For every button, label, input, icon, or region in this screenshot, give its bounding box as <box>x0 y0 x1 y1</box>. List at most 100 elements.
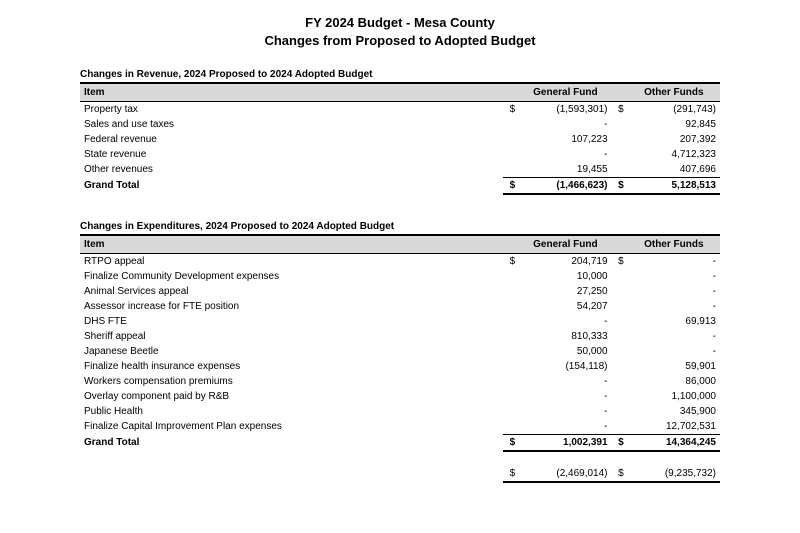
row-item: Assessor increase for FTE position <box>80 299 503 314</box>
table-row: Overlay component paid by R&B - 1,100,000 <box>80 389 720 404</box>
revenue-header-row: Item General Fund Other Funds <box>80 83 720 102</box>
dollar-sign <box>612 314 628 329</box>
row-of: 345,900 <box>628 404 720 419</box>
dollar-sign <box>612 117 628 132</box>
row-item: Sales and use taxes <box>80 117 503 132</box>
row-gf: 19,455 <box>519 162 611 178</box>
table-row: Japanese Beetle50,000- <box>80 344 720 359</box>
dollar-sign: $ <box>503 102 519 118</box>
dollar-sign: $ <box>612 102 628 118</box>
dollar-sign <box>503 299 519 314</box>
row-item: Animal Services appeal <box>80 284 503 299</box>
table-row: Finalize health insurance expenses(154,1… <box>80 359 720 374</box>
col-of-header: Other Funds <box>628 83 720 102</box>
dollar-sign: $ <box>612 466 628 482</box>
table-row: Workers compensation premiums-86,000 <box>80 374 720 389</box>
table-row: RTPO appeal$204,719$- <box>80 254 720 270</box>
col-item-header: Item <box>80 235 503 254</box>
dollar-sign <box>612 404 628 419</box>
row-of: - <box>628 269 720 284</box>
row-of: 92,845 <box>628 117 720 132</box>
dollar-sign <box>503 284 519 299</box>
row-gf: (154,118) <box>519 359 611 374</box>
col-gf-header: General Fund <box>519 235 611 254</box>
dollar-sign <box>503 404 519 419</box>
table-row: Public Health-345,900 <box>80 404 720 419</box>
expenditures-header-row: Item General Fund Other Funds <box>80 235 720 254</box>
row-item: Overlay component paid by R&B <box>80 389 503 404</box>
row-of: (291,743) <box>628 102 720 118</box>
row-of: - <box>628 299 720 314</box>
revenue-total-row: Grand Total $ (1,466,623) $ 5,128,513 <box>80 178 720 195</box>
row-of: 12,702,531 <box>628 419 720 435</box>
revenue-body: Property tax$(1,593,301)$(291,743)Sales … <box>80 102 720 178</box>
revenue-total-gf: (1,466,623) <box>519 178 611 195</box>
row-gf: - <box>519 374 611 389</box>
revenue-total-of: 5,128,513 <box>628 178 720 195</box>
dollar-sign: $ <box>612 178 628 195</box>
row-item: RTPO appeal <box>80 254 503 270</box>
dollar-sign <box>612 344 628 359</box>
row-item: Federal revenue <box>80 132 503 147</box>
row-item: Other revenues <box>80 162 503 178</box>
dollar-sign: $ <box>503 178 519 195</box>
expenditures-table: Item General Fund Other Funds RTPO appea… <box>80 234 720 452</box>
row-of: 407,696 <box>628 162 720 178</box>
net-of: (9,235,732) <box>628 466 720 482</box>
table-row: Property tax$(1,593,301)$(291,743) <box>80 102 720 118</box>
dollar-sign <box>612 269 628 284</box>
row-gf: 810,333 <box>519 329 611 344</box>
row-gf: 54,207 <box>519 299 611 314</box>
title-line-2: Changes from Proposed to Adopted Budget <box>80 32 720 50</box>
row-item: Finalize Capital Improvement Plan expens… <box>80 419 503 435</box>
row-item: Workers compensation premiums <box>80 374 503 389</box>
dollar-sign: $ <box>612 435 628 452</box>
title-line-1: FY 2024 Budget - Mesa County <box>80 14 720 32</box>
expenditures-total-gf: 1,002,391 <box>519 435 611 452</box>
page-title: FY 2024 Budget - Mesa County Changes fro… <box>80 14 720 49</box>
row-gf: - <box>519 117 611 132</box>
dollar-sign <box>503 359 519 374</box>
table-row: Finalize Capital Improvement Plan expens… <box>80 419 720 435</box>
dollar-sign <box>612 359 628 374</box>
row-gf: (1,593,301) <box>519 102 611 118</box>
net-row: $ (2,469,014) $ (9,235,732) <box>80 466 720 482</box>
row-gf: - <box>519 389 611 404</box>
row-item: Japanese Beetle <box>80 344 503 359</box>
dollar-sign <box>612 374 628 389</box>
net-table: $ (2,469,014) $ (9,235,732) <box>80 466 720 483</box>
col-of-header: Other Funds <box>628 235 720 254</box>
net-gf: (2,469,014) <box>519 466 611 482</box>
dollar-sign <box>503 117 519 132</box>
expenditures-total-of: 14,364,245 <box>628 435 720 452</box>
row-gf: 50,000 <box>519 344 611 359</box>
col-gf-header: General Fund <box>519 83 611 102</box>
dollar-sign <box>503 374 519 389</box>
row-of: 59,901 <box>628 359 720 374</box>
table-row: Sales and use taxes - 92,845 <box>80 117 720 132</box>
row-gf: - <box>519 419 611 435</box>
table-row: Animal Services appeal27,250- <box>80 284 720 299</box>
row-of: 69,913 <box>628 314 720 329</box>
row-of: 1,100,000 <box>628 389 720 404</box>
budget-page: FY 2024 Budget - Mesa County Changes fro… <box>0 0 800 493</box>
row-item: Finalize Community Development expenses <box>80 269 503 284</box>
row-item: Sheriff appeal <box>80 329 503 344</box>
revenue-total-label: Grand Total <box>80 178 503 195</box>
revenue-table: Item General Fund Other Funds Property t… <box>80 82 720 195</box>
row-gf: - <box>519 404 611 419</box>
table-row: DHS FTE-69,913 <box>80 314 720 329</box>
dollar-sign <box>612 329 628 344</box>
dollar-sign: $ <box>503 254 519 270</box>
dollar-sign <box>612 389 628 404</box>
row-of: 4,712,323 <box>628 147 720 162</box>
expenditures-heading: Changes in Expenditures, 2024 Proposed t… <box>80 221 720 232</box>
dollar-sign <box>612 132 628 147</box>
row-of: 207,392 <box>628 132 720 147</box>
dollar-sign <box>503 162 519 178</box>
row-of: - <box>628 329 720 344</box>
dollar-sign <box>612 299 628 314</box>
dollar-sign <box>503 132 519 147</box>
col-item-header: Item <box>80 83 503 102</box>
dollar-sign <box>503 329 519 344</box>
